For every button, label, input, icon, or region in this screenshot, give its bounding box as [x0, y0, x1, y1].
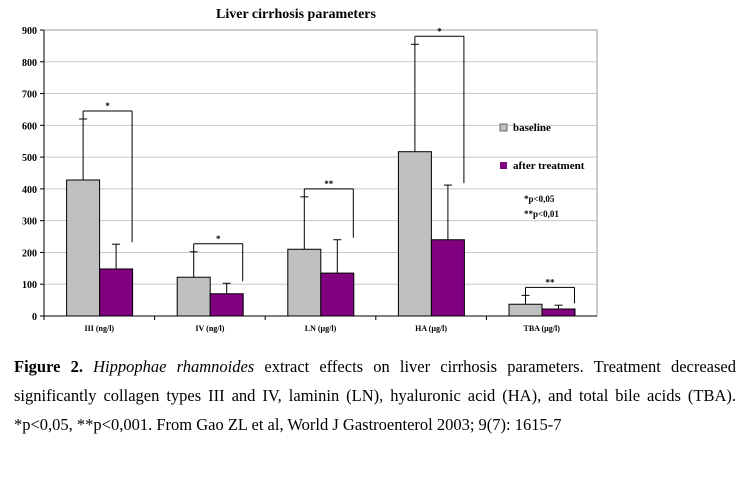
bar-after-treatment: [541, 308, 576, 317]
caption-text: extract effects on liver cirrhosis param…: [14, 357, 736, 434]
bar-baseline: [176, 276, 211, 317]
bars: [66, 43, 576, 317]
figure-caption: Figure 2. Hippophae rhamnoides extract e…: [14, 352, 736, 439]
p-value-note: **p<0,01: [524, 209, 559, 219]
chart-title: Liver cirrhosis parameters: [216, 7, 376, 22]
legend-swatch: [500, 162, 507, 169]
x-tick-label: HA (µg/l): [415, 324, 447, 333]
bar-baseline: [397, 151, 432, 317]
p-value-note: *p<0,05: [524, 194, 555, 204]
y-tick-label: 400: [22, 185, 37, 196]
grid-lines: [44, 29, 597, 285]
significance-label: *: [437, 26, 442, 36]
significance-label: **: [324, 179, 334, 189]
bar-after-treatment: [320, 272, 355, 317]
bar-baseline: [508, 303, 543, 317]
caption-species: Hippophae rhamnoides: [93, 357, 255, 376]
legend: baseline after treatment *p<0,05 **p<0,01: [499, 122, 585, 219]
bar-after-treatment: [209, 293, 244, 317]
significance-brackets: *******: [82, 26, 575, 304]
x-tick-label: TBA (µg/l): [524, 324, 561, 333]
x-tick-label: III (ng/l): [85, 324, 115, 333]
legend-label: baseline: [513, 122, 551, 134]
bar-after-treatment: [99, 268, 134, 317]
y-tick-label: 100: [22, 280, 37, 291]
y-tick-label: 200: [22, 248, 37, 259]
bar-baseline: [66, 179, 101, 317]
x-tick-label: IV (ng/l): [195, 324, 224, 333]
y-tick-label: 600: [22, 121, 37, 132]
y-tick-label: 700: [22, 90, 37, 101]
y-tick-label: 800: [22, 58, 37, 69]
y-tick-label: 0: [32, 312, 37, 323]
bar-baseline: [287, 248, 322, 317]
legend-label: after treatment: [513, 160, 585, 172]
x-tick-label: LN (µg/l): [305, 324, 337, 333]
caption-label: Figure 2.: [14, 357, 83, 376]
y-tick-label: 300: [22, 217, 37, 228]
legend-swatch: [499, 123, 508, 132]
y-tick-label: 900: [22, 26, 37, 37]
y-tick-label: 500: [22, 153, 37, 164]
bar-chart: Liver cirrhosis parameters 0 100 200 300 400…: [22, 7, 598, 333]
axes: 0 100 200 300 400 500 600 700 800 900 III (ng/l) IV…: [22, 26, 598, 333]
bar-after-treatment: [430, 239, 465, 317]
significance-label: *: [216, 234, 221, 244]
significance-label: *: [105, 101, 110, 111]
significance-label: **: [546, 277, 556, 287]
